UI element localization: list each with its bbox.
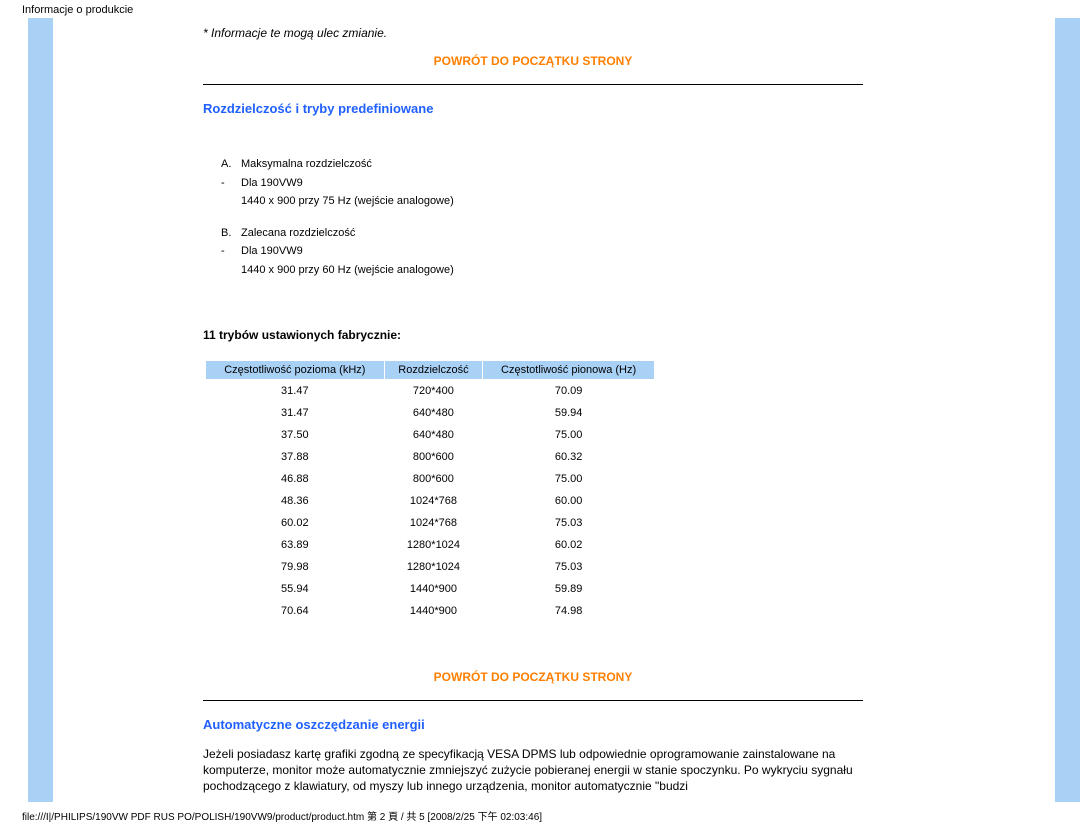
table-row: 46.88800*60075.00	[206, 468, 655, 490]
spec-text: Dla 190VW9	[241, 175, 863, 193]
table-cell: 48.36	[206, 490, 385, 512]
table-row: 55.941440*90059.89	[206, 578, 655, 600]
back-to-top-link[interactable]: POWRÓT DO POCZĄTKU STRONY	[203, 670, 863, 684]
left-stripe	[28, 18, 53, 802]
table-cell: 75.00	[483, 468, 655, 490]
spec-text: 1440 x 900 przy 75 Hz (wejście analogowe…	[241, 193, 863, 211]
table-cell: 1024*768	[384, 512, 483, 534]
spec-row: 1440 x 900 przy 75 Hz (wejście analogowe…	[221, 193, 863, 211]
spec-label: A.	[221, 156, 241, 174]
table-cell: 60.02	[483, 534, 655, 556]
table-cell: 1440*900	[384, 578, 483, 600]
content-column: * Informacje te mogą ulec zmianie. POWRÓ…	[203, 26, 863, 794]
table-cell: 37.88	[206, 446, 385, 468]
table-cell: 31.47	[206, 402, 385, 424]
table-row: 37.88800*60060.32	[206, 446, 655, 468]
spec-text: Dla 190VW9	[241, 243, 863, 261]
spec-row: - Dla 190VW9	[221, 243, 863, 261]
table-cell: 31.47	[206, 379, 385, 402]
table-cell: 720*400	[384, 379, 483, 402]
table-header-row: Częstotliwość pozioma (kHz) Rozdzielczoś…	[206, 360, 655, 379]
col-hfreq: Częstotliwość pozioma (kHz)	[206, 360, 385, 379]
page-wrapper: * Informacje te mogą ulec zmianie. POWRÓ…	[0, 18, 1080, 802]
modes-table: Częstotliwość pozioma (kHz) Rozdzielczoś…	[205, 360, 655, 622]
factory-modes-label: 11 trybów ustawionych fabrycznie:	[203, 328, 863, 342]
table-row: 60.021024*76875.03	[206, 512, 655, 534]
table-cell: 60.02	[206, 512, 385, 534]
table-cell: 1280*1024	[384, 556, 483, 578]
table-cell: 60.00	[483, 490, 655, 512]
separator	[203, 700, 863, 701]
col-vfreq: Częstotliwość pionowa (Hz)	[483, 360, 655, 379]
spec-label	[221, 193, 241, 211]
table-cell: 60.32	[483, 446, 655, 468]
table-cell: 1024*768	[384, 490, 483, 512]
table-cell: 75.03	[483, 512, 655, 534]
table-cell: 75.00	[483, 424, 655, 446]
page-title: Informacje o produkcie	[0, 0, 1080, 18]
spec-list: A. Maksymalna rozdzielczość - Dla 190VW9…	[221, 156, 863, 280]
table-cell: 37.50	[206, 424, 385, 446]
separator	[203, 84, 863, 85]
spec-row: 1440 x 900 przy 60 Hz (wejście analogowe…	[221, 262, 863, 280]
table-cell: 800*600	[384, 446, 483, 468]
energy-text: Jeżeli posiadasz kartę grafiki zgodną ze…	[203, 746, 863, 795]
spec-row: A. Maksymalna rozdzielczość	[221, 156, 863, 174]
spec-text: 1440 x 900 przy 60 Hz (wejście analogowe…	[241, 262, 863, 280]
table-row: 31.47720*40070.09	[206, 379, 655, 402]
table-cell: 70.09	[483, 379, 655, 402]
table-cell: 79.98	[206, 556, 385, 578]
spec-label	[221, 262, 241, 280]
spec-text: Maksymalna rozdzielczość	[241, 156, 863, 174]
table-row: 48.361024*76860.00	[206, 490, 655, 512]
right-stripe	[1055, 18, 1080, 802]
spec-row: B. Zalecana rozdzielczość	[221, 225, 863, 243]
table-row: 63.891280*102460.02	[206, 534, 655, 556]
table-cell: 74.98	[483, 600, 655, 622]
spec-label: -	[221, 175, 241, 193]
table-row: 31.47640*48059.94	[206, 402, 655, 424]
table-cell: 46.88	[206, 468, 385, 490]
section-resolution-title: Rozdzielczość i tryby predefiniowane	[203, 101, 863, 116]
left-margin	[0, 18, 28, 802]
table-cell: 800*600	[384, 468, 483, 490]
table-row: 70.641440*90074.98	[206, 600, 655, 622]
table-cell: 640*480	[384, 424, 483, 446]
spec-row: - Dla 190VW9	[221, 175, 863, 193]
change-note: * Informacje te mogą ulec zmianie.	[203, 26, 863, 40]
footer-path: file:///I|/PHILIPS/190VW PDF RUS PO/POLI…	[0, 802, 1080, 829]
table-cell: 1280*1024	[384, 534, 483, 556]
table-row: 79.981280*102475.03	[206, 556, 655, 578]
table-cell: 55.94	[206, 578, 385, 600]
table-cell: 59.89	[483, 578, 655, 600]
main-content: * Informacje te mogą ulec zmianie. POWRÓ…	[53, 18, 1055, 802]
table-cell: 640*480	[384, 402, 483, 424]
table-cell: 70.64	[206, 600, 385, 622]
spec-label: -	[221, 243, 241, 261]
table-cell: 63.89	[206, 534, 385, 556]
table-row: 37.50640*48075.00	[206, 424, 655, 446]
back-to-top-link[interactable]: POWRÓT DO POCZĄTKU STRONY	[203, 54, 863, 68]
table-cell: 75.03	[483, 556, 655, 578]
spec-text: Zalecana rozdzielczość	[241, 225, 863, 243]
col-resolution: Rozdzielczość	[384, 360, 483, 379]
table-cell: 1440*900	[384, 600, 483, 622]
table-cell: 59.94	[483, 402, 655, 424]
spec-label: B.	[221, 225, 241, 243]
section-energy-title: Automatyczne oszczędzanie energii	[203, 717, 863, 732]
